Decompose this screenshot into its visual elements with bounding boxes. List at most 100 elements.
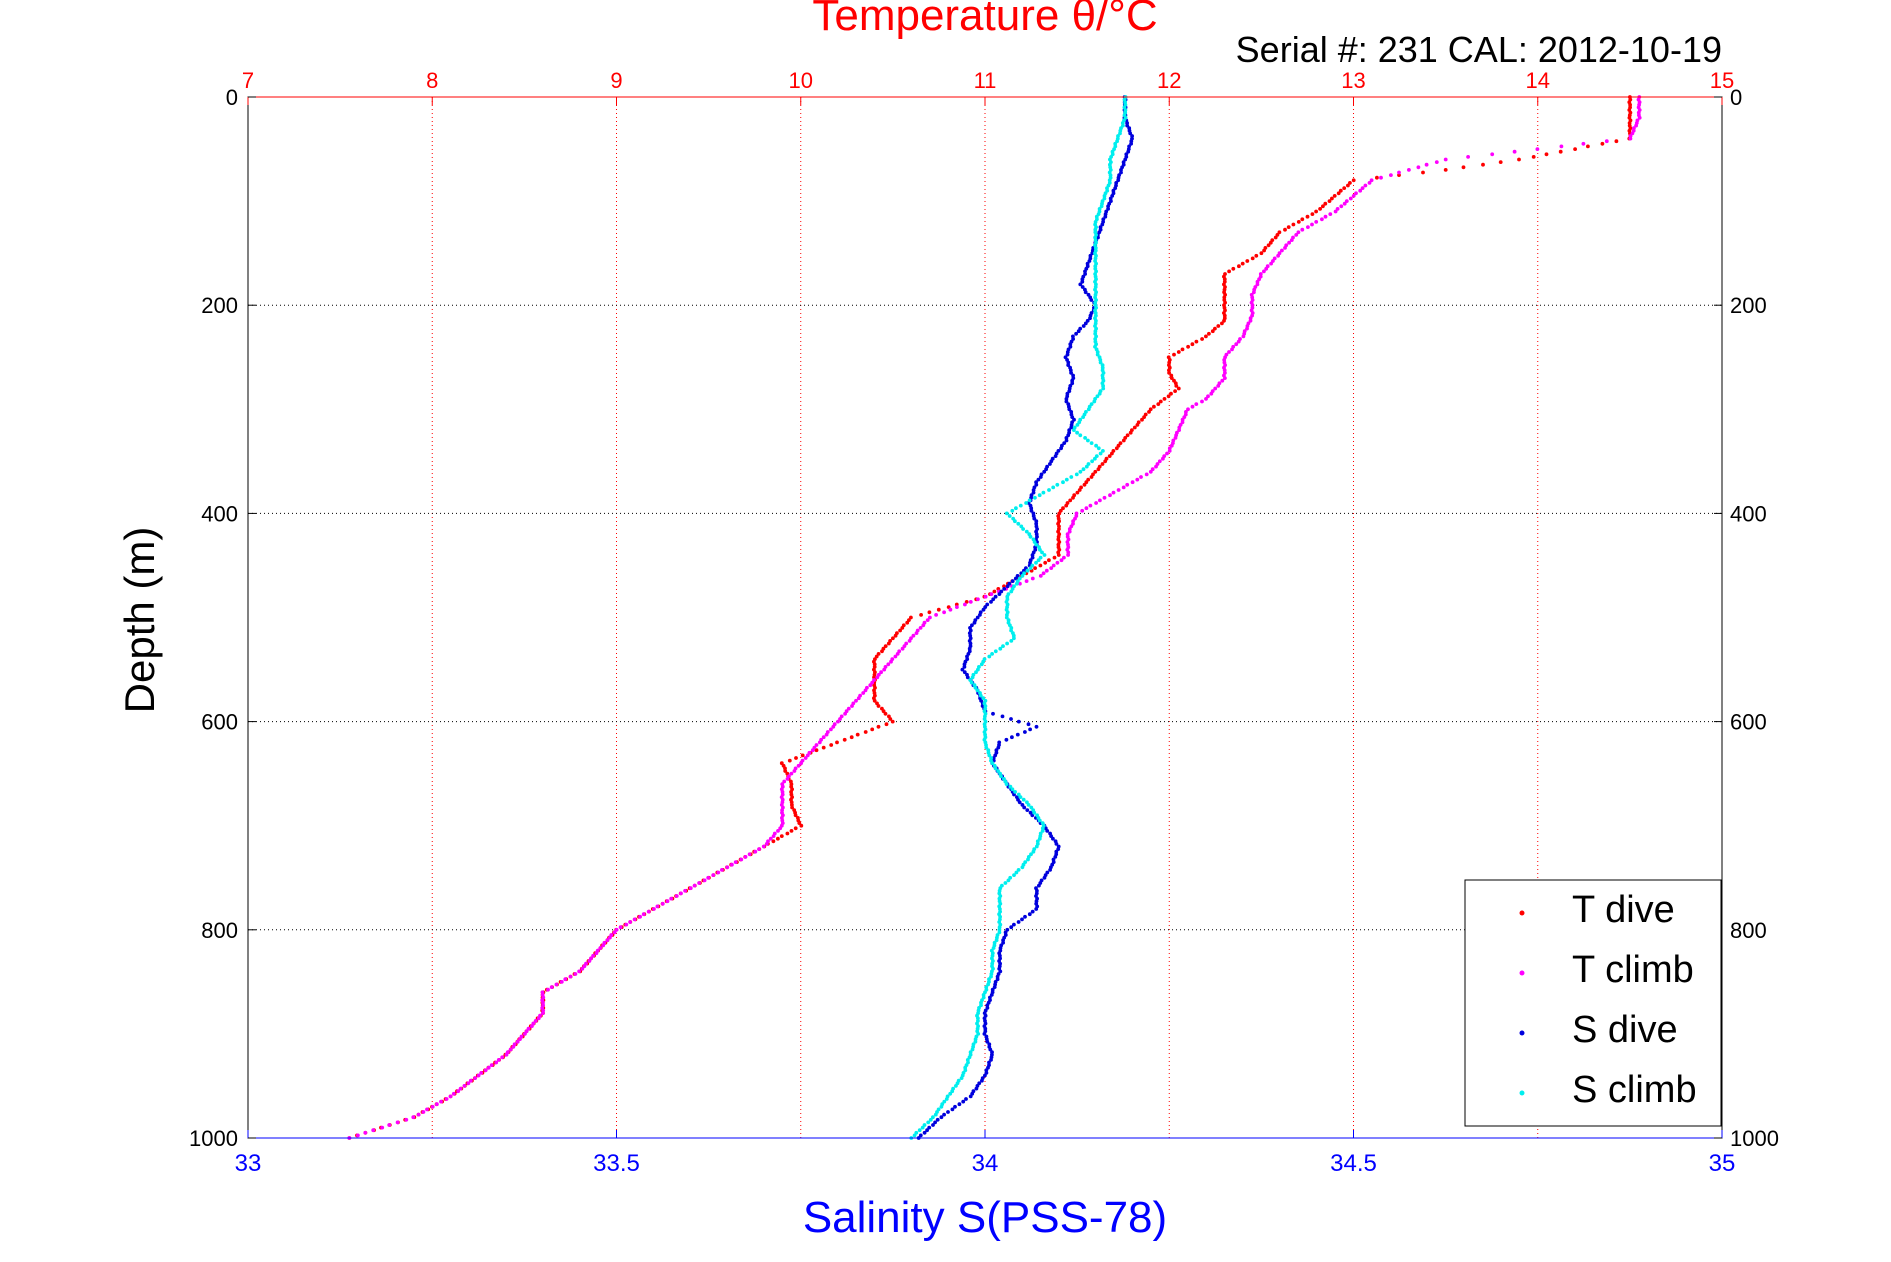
data-point (1166, 394, 1171, 399)
chart-title: Temperature θ/°C (812, 0, 1157, 40)
data-point (1200, 399, 1204, 404)
data-point (1498, 160, 1503, 165)
data-point (1351, 178, 1356, 183)
series-s-climb (909, 95, 1128, 1140)
data-point (1330, 196, 1334, 201)
data-point (783, 769, 788, 773)
data-point (1023, 914, 1027, 919)
data-point (725, 865, 730, 870)
data-point (1094, 443, 1098, 448)
data-point (380, 1125, 385, 1130)
data-point (421, 1110, 426, 1114)
data-point (976, 1016, 980, 1021)
data-point (1043, 560, 1048, 565)
data-point (1048, 868, 1052, 872)
data-point (876, 724, 881, 729)
data-point (1040, 550, 1044, 555)
data-point (987, 654, 992, 659)
data-point (1152, 404, 1156, 409)
legend-marker (1519, 1030, 1525, 1036)
data-point (928, 615, 932, 620)
data-point (1027, 498, 1032, 503)
data-point (876, 652, 881, 656)
data-point (1628, 102, 1632, 107)
data-point (1026, 857, 1030, 862)
data-point (1065, 352, 1070, 357)
data-point (1034, 482, 1039, 487)
data-point (1035, 839, 1040, 844)
data-point (1084, 464, 1089, 469)
data-point (870, 680, 875, 685)
data-point (448, 1094, 453, 1099)
data-point (1018, 795, 1023, 799)
data-point (508, 1047, 513, 1052)
data-point (1059, 558, 1064, 563)
data-point (1558, 149, 1563, 154)
data-point (1066, 363, 1071, 367)
data-point (785, 777, 790, 781)
data-point (479, 1071, 484, 1075)
data-point (1084, 506, 1089, 511)
data-point (674, 894, 679, 898)
data-point (979, 1003, 983, 1008)
tick-label-right: 600 (1730, 710, 1767, 735)
data-point (608, 935, 612, 940)
data-point (702, 878, 707, 883)
data-point (898, 628, 902, 633)
data-point (890, 719, 895, 724)
data-point (883, 644, 888, 648)
data-point (1064, 503, 1069, 508)
data-point (1036, 477, 1041, 482)
data-point (1032, 516, 1037, 521)
data-point (1216, 384, 1221, 388)
data-point (1121, 485, 1126, 490)
data-point (1140, 417, 1144, 422)
data-point (799, 823, 804, 828)
data-point (1064, 477, 1069, 482)
data-point (706, 875, 711, 880)
data-point (494, 1060, 499, 1065)
data-point (504, 1052, 509, 1057)
data-point (1037, 818, 1042, 823)
data-point (797, 821, 802, 825)
data-point (1093, 227, 1098, 232)
data-point (1083, 321, 1088, 326)
data-point (1354, 191, 1358, 196)
data-point (1222, 295, 1227, 300)
data-point (1344, 199, 1349, 204)
data-point (387, 1123, 392, 1127)
data-point (591, 953, 595, 958)
data-point (1012, 922, 1016, 927)
data-point (711, 873, 716, 877)
data-point (757, 847, 761, 851)
data-point (1055, 560, 1060, 565)
data-point (799, 761, 803, 766)
data-point (1102, 495, 1107, 500)
data-point (1544, 152, 1549, 157)
data-point (979, 662, 984, 667)
data-point (1280, 248, 1284, 253)
data-point (518, 1037, 522, 1041)
data-point (1321, 204, 1325, 209)
data-point (886, 641, 891, 646)
data-point (1024, 579, 1029, 583)
data-point (994, 938, 999, 943)
data-point (950, 1089, 955, 1094)
data-point (1190, 404, 1195, 409)
data-point (792, 769, 797, 773)
data-point (1327, 199, 1332, 204)
data-point (957, 1102, 962, 1107)
data-point (1342, 201, 1347, 206)
tick-label-top: 9 (610, 68, 622, 93)
data-point (1089, 402, 1094, 406)
data-point (1130, 480, 1135, 485)
data-point (1010, 787, 1015, 792)
data-point (1434, 160, 1439, 165)
data-point (356, 1133, 360, 1138)
data-point (1397, 173, 1401, 178)
data-point (1076, 329, 1081, 334)
data-point (861, 691, 866, 695)
data-point (1294, 233, 1299, 237)
data-point (1062, 555, 1066, 560)
